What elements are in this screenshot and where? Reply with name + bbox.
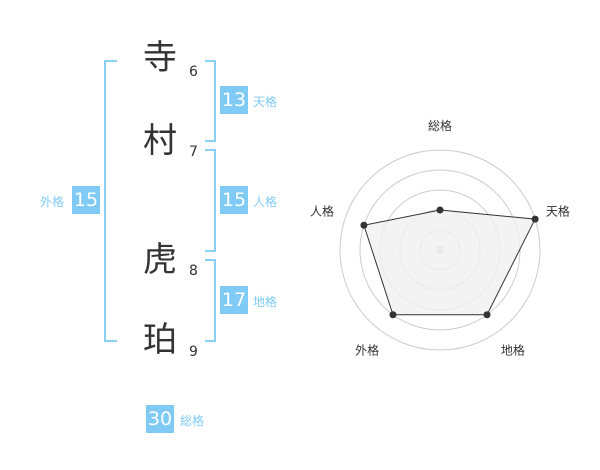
axis-label: 総格 [428, 118, 452, 133]
chikaku-label: 地格 [253, 295, 278, 309]
tenkaku-label: 天格 [253, 95, 278, 109]
tenkaku-bracket [205, 60, 216, 142]
radar-point [389, 311, 397, 319]
radar-point [483, 311, 491, 319]
strokes-1: 6 [189, 64, 198, 80]
radar-point [436, 206, 444, 214]
gaikaku-badge: 15 [72, 186, 100, 214]
jinkaku-bracket [205, 149, 216, 252]
radar-point [360, 221, 368, 229]
axis-label: 天格 [546, 204, 570, 219]
kanji-2: 村 [143, 121, 177, 161]
radar-point [531, 215, 539, 223]
chikaku-badge: 17 [220, 286, 248, 314]
kanji-1: 寺 [143, 38, 177, 78]
strokes-3: 8 [189, 263, 198, 279]
strokes-4: 9 [189, 344, 198, 360]
gaikaku-label: 外格 [40, 195, 65, 209]
axis-label: 地格 [501, 342, 525, 357]
kanji-4: 珀 [143, 320, 177, 360]
jinkaku-label: 人格 [253, 195, 278, 209]
radar-ring [339, 149, 541, 351]
soukaku-label: 総格 [180, 414, 205, 428]
axis-label: 外格 [355, 342, 379, 357]
radar-area [363, 209, 536, 316]
soukaku-badge: 30 [146, 405, 174, 433]
tenkaku-badge: 13 [220, 86, 248, 114]
kanji-3: 虎 [143, 240, 177, 280]
chikaku-bracket [205, 259, 216, 342]
axis-label: 人格 [310, 204, 334, 219]
jinkaku-badge: 15 [220, 186, 248, 214]
strokes-2: 7 [189, 144, 198, 160]
gaikaku-bracket [104, 60, 117, 342]
